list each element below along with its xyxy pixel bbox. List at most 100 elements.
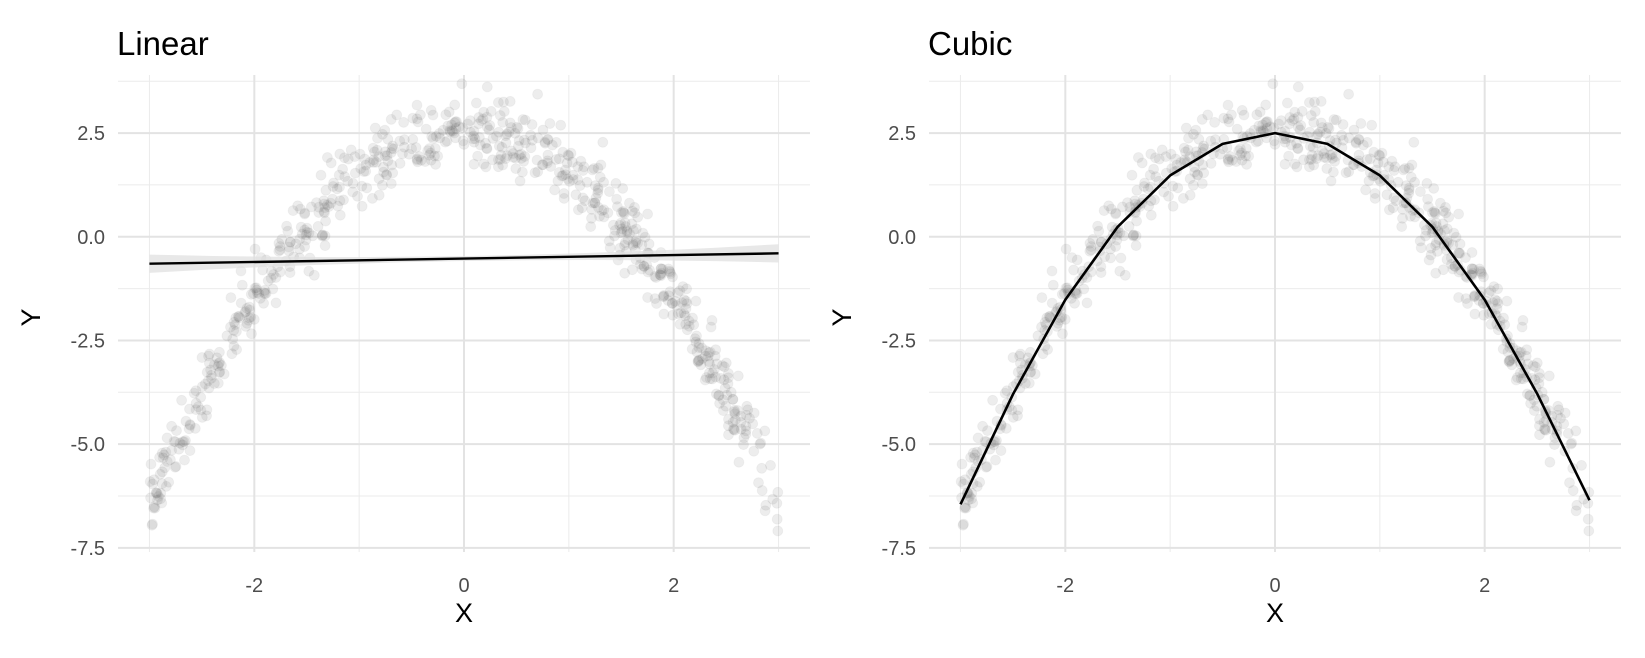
data-point [145, 492, 157, 504]
data-point [705, 321, 717, 333]
data-point [316, 229, 328, 241]
data-point [492, 97, 504, 108]
data-point [751, 427, 763, 439]
data-point [655, 263, 667, 275]
data-point [1210, 134, 1221, 146]
data-point [637, 227, 649, 239]
data-point [517, 166, 528, 178]
data-point [1515, 373, 1527, 385]
data-point [1056, 288, 1068, 300]
data-point [156, 466, 168, 478]
data-point [1130, 230, 1142, 242]
data-point [425, 154, 437, 166]
data-point [1487, 297, 1499, 309]
data-point [1156, 144, 1168, 156]
data-point [1236, 105, 1248, 116]
data-point [980, 461, 992, 473]
data-point [1129, 195, 1141, 207]
data-point [339, 171, 351, 183]
data-point [1363, 175, 1375, 187]
data-point [472, 150, 484, 162]
data-point [748, 445, 760, 457]
data-point [229, 319, 241, 331]
data-point [1029, 368, 1041, 380]
data-point [1510, 374, 1522, 386]
data-point [483, 124, 495, 136]
y-tick-label: -2.5 [882, 330, 916, 352]
data-point [1243, 150, 1255, 162]
data-point [1327, 152, 1338, 164]
data-point [199, 378, 211, 390]
data-point [504, 96, 516, 107]
data-point [729, 408, 741, 420]
data-point [1167, 200, 1179, 212]
data-point [319, 202, 331, 214]
data-point [1261, 116, 1272, 128]
data-point [166, 420, 178, 432]
panel-title: Linear [117, 25, 209, 62]
data-point [673, 308, 684, 320]
data-point [360, 165, 372, 177]
data-point [230, 312, 242, 324]
data-point [161, 456, 173, 467]
data-point [597, 136, 609, 148]
y-axis-title: Y [827, 308, 857, 326]
data-point [733, 456, 745, 468]
data-point [214, 356, 226, 368]
data-point [1123, 220, 1135, 232]
data-point [490, 130, 502, 142]
data-point [995, 445, 1007, 457]
data-point [378, 166, 390, 178]
data-point [1397, 212, 1408, 224]
data-point [1538, 416, 1550, 428]
data-point [243, 301, 255, 313]
data-point [619, 208, 630, 219]
data-point [1304, 126, 1316, 138]
data-point [397, 148, 408, 160]
data-point [201, 366, 213, 378]
data-point [360, 159, 372, 171]
data-point [195, 404, 207, 416]
data-point [1565, 438, 1577, 450]
data-point [406, 143, 418, 155]
data-point [626, 264, 638, 276]
data-point [379, 124, 391, 136]
data-point [354, 148, 366, 160]
data-point [729, 404, 740, 416]
data-point [156, 478, 168, 490]
data-point [1364, 153, 1376, 165]
data-point [664, 266, 676, 278]
data-point [626, 218, 638, 230]
data-point [201, 404, 213, 416]
data-point [1555, 412, 1566, 424]
data-point [412, 156, 424, 168]
data-point [196, 411, 208, 423]
data-point [270, 272, 282, 283]
x-tick-label: -2 [245, 575, 263, 597]
y-tick-label: -7.5 [882, 538, 916, 560]
data-point [1374, 150, 1386, 162]
data-point [518, 155, 529, 167]
data-point [1180, 122, 1192, 134]
data-point [677, 281, 689, 293]
data-point [331, 183, 343, 195]
data-point [1524, 390, 1535, 402]
data-point [759, 505, 771, 517]
data-point [619, 239, 630, 251]
data-point [1192, 169, 1203, 180]
data-point [1296, 106, 1308, 117]
data-point [1198, 140, 1209, 152]
data-point [147, 478, 159, 490]
data-point [1498, 312, 1509, 324]
data-point [1037, 348, 1049, 360]
data-point [562, 149, 574, 161]
data-point [1388, 192, 1400, 204]
data-point [333, 169, 345, 181]
data-point [1223, 156, 1234, 168]
data-point [1041, 312, 1053, 324]
data-point [621, 226, 633, 238]
data-point [1133, 152, 1144, 163]
data-point [492, 154, 504, 166]
data-point [510, 152, 522, 164]
